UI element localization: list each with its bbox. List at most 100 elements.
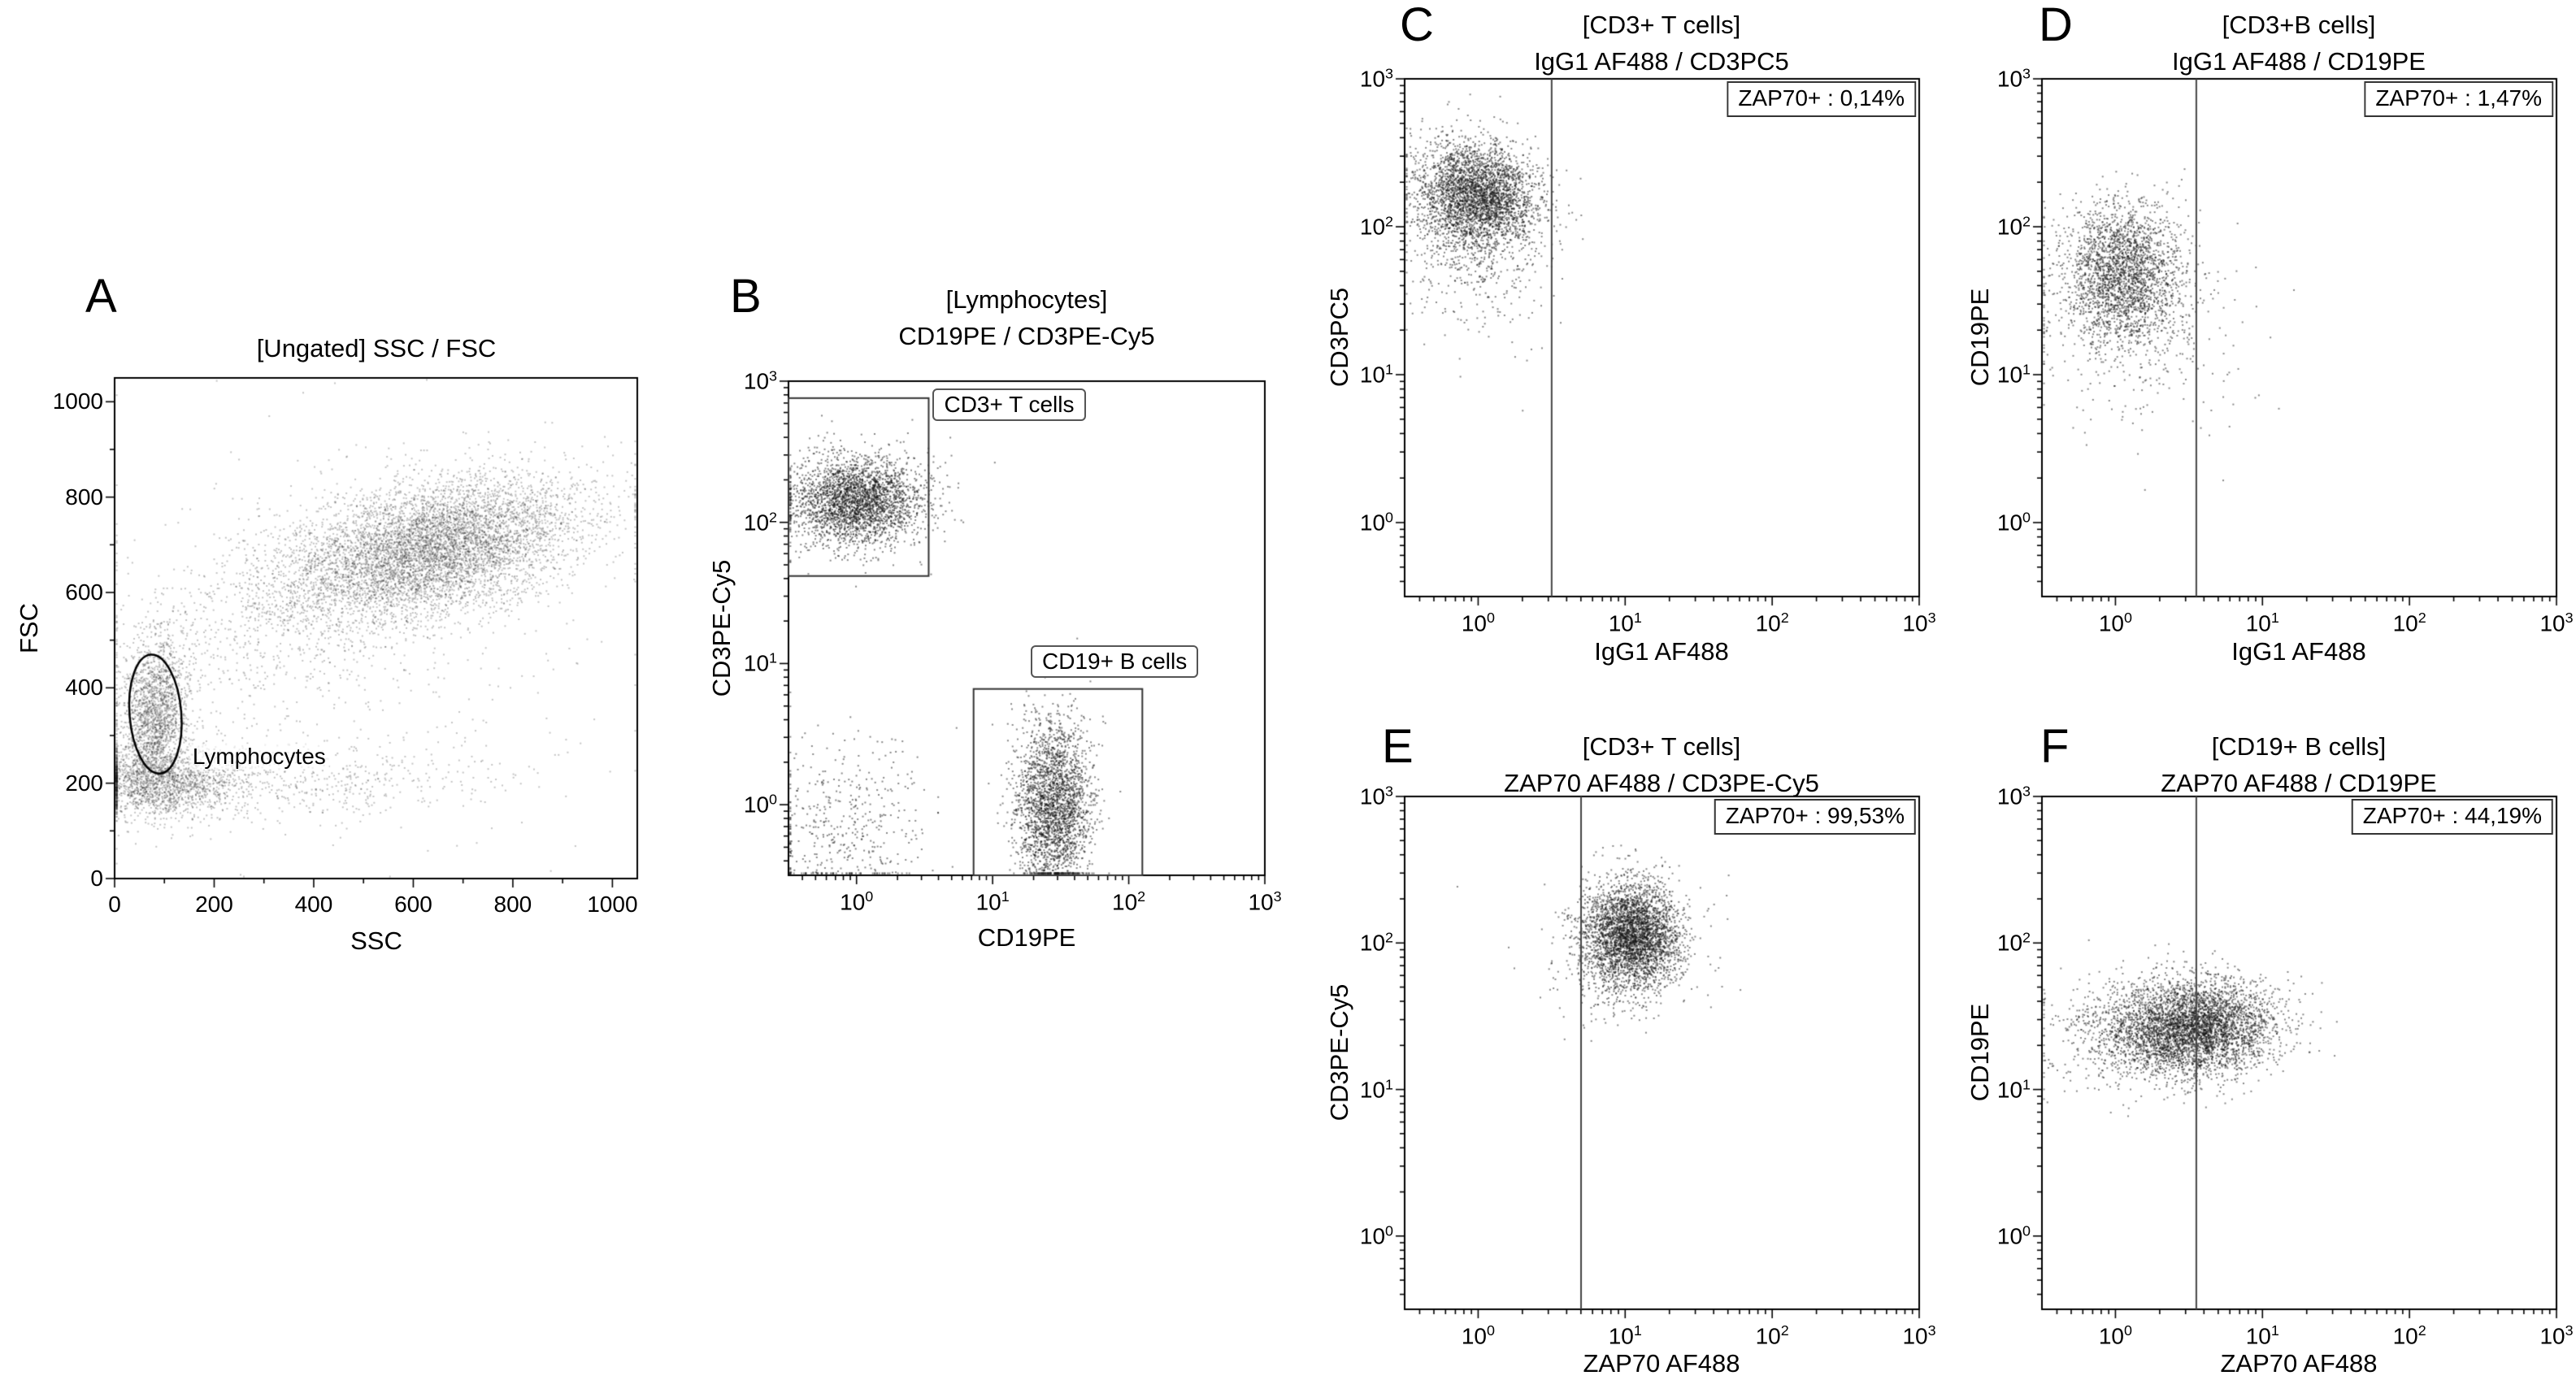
panel-letter-A: A: [85, 270, 117, 323]
y-axis-label-C: CD3PC5: [1325, 287, 1353, 388]
y-tick-label: 102: [1359, 213, 1393, 240]
y-tick-label: 100: [1359, 1222, 1393, 1249]
x-tick-label: 100: [1461, 610, 1495, 636]
panel-title-line: CD19PE / CD3PE-Cy5: [898, 322, 1155, 350]
gate-label: CD19+ B cells: [1031, 644, 1199, 678]
scatter-plot-C: [1390, 77, 1921, 611]
x-axis-label-F: ZAP70 AF488: [2220, 1349, 2378, 1378]
zap70-percentage-E: ZAP70+ : 99,53%: [1714, 799, 1916, 835]
x-tick-label: 102: [1755, 1322, 1789, 1349]
y-axis-label-B: CD3PE-Cy5: [707, 559, 736, 697]
y-tick-label: 200: [65, 770, 103, 796]
panel-letter-D: D: [2039, 0, 2073, 51]
x-tick-label: 100: [2098, 610, 2132, 636]
y-tick-label: 100: [743, 791, 777, 818]
y-tick-label: 100: [1359, 509, 1393, 536]
panel-letter-F: F: [2040, 720, 2070, 773]
gate-label: Lymphocytes: [189, 744, 329, 770]
panel-title-D: [CD3+B cells] IgG1 AF488 / CD19PE: [2172, 7, 2426, 80]
x-tick-label: 102: [2392, 610, 2426, 636]
panel-title-C: [CD3+ T cells] IgG1 AF488 / CD3PC5: [1534, 7, 1789, 80]
y-tick-label: 101: [1996, 361, 2031, 388]
y-axis-label-A: FSC: [15, 603, 43, 653]
y-tick-label: 103: [1359, 65, 1393, 92]
x-tick-label: 1000: [587, 892, 638, 917]
x-tick-label: 102: [1112, 888, 1146, 915]
y-tick-label: 600: [65, 579, 103, 605]
panel-title-line: IgG1 AF488 / CD3PC5: [1534, 47, 1789, 76]
panel-title-line: [CD3+ T cells]: [1582, 11, 1741, 39]
scatter-plot-D: [2027, 77, 2558, 611]
x-tick-label: 600: [394, 892, 432, 917]
y-tick-label: 102: [1996, 929, 2031, 956]
x-tick-label: 200: [195, 892, 233, 917]
x-tick-label: 101: [1608, 610, 1642, 636]
y-axis-label-E: CD3PE-Cy5: [1325, 983, 1353, 1122]
x-tick-label: 102: [2392, 1322, 2426, 1349]
panel-letter-B: B: [730, 270, 762, 323]
x-tick-label: 102: [1755, 610, 1789, 636]
x-axis-label-B: CD19PE: [977, 923, 1076, 952]
x-tick-label: 800: [493, 892, 532, 917]
x-tick-label: 103: [1902, 610, 1936, 636]
y-tick-label: 0: [90, 866, 103, 891]
y-tick-label: 103: [1359, 783, 1393, 809]
y-tick-label: 103: [743, 367, 777, 394]
y-tick-label: 101: [1996, 1075, 2031, 1103]
x-tick-label: 101: [2245, 1322, 2279, 1349]
panel-title-E: [CD3+ T cells] ZAP70 AF488 / CD3PE-Cy5: [1504, 728, 1819, 801]
x-axis-label-C: IgG1 AF488: [1594, 637, 1729, 666]
panel-title-line: ZAP70 AF488 / CD3PE-Cy5: [1504, 769, 1819, 797]
x-axis-label-D: IgG1 AF488: [2231, 637, 2366, 666]
y-tick-label: 103: [1996, 65, 2031, 92]
x-tick-label: 101: [1608, 1322, 1642, 1349]
panel-letter-E: E: [1382, 720, 1414, 773]
y-tick-label: 100: [1996, 1222, 2031, 1249]
x-tick-label: 100: [840, 888, 874, 915]
y-axis-label-D: CD19PE: [1966, 288, 1994, 387]
scatter-plot-E: [1390, 795, 1921, 1324]
x-tick-label: 103: [2539, 610, 2574, 636]
x-axis-label-E: ZAP70 AF488: [1583, 1349, 1740, 1378]
y-tick-label: 101: [1359, 361, 1393, 388]
scatter-plot-B: [774, 380, 1266, 890]
x-tick-label: 400: [294, 892, 333, 917]
panel-title-line: [CD3+ T cells]: [1582, 732, 1741, 761]
y-tick-label: 400: [65, 675, 103, 701]
zap70-percentage-C: ZAP70+ : 0,14%: [1727, 81, 1916, 117]
x-tick-label: 103: [1902, 1322, 1936, 1349]
scatter-plot-A: [100, 376, 639, 893]
x-tick-label: 100: [2098, 1322, 2132, 1349]
gate-label: CD3+ T cells: [932, 388, 1086, 421]
y-tick-label: 100: [1996, 509, 2031, 536]
x-tick-label: 103: [1248, 888, 1282, 915]
y-tick-label: 101: [1359, 1075, 1393, 1103]
panel-title-line: [Lymphocytes]: [945, 285, 1108, 314]
panel-title-line: [CD3+B cells]: [2222, 11, 2376, 39]
panel-title-A: [Ungated] SSC / FSC: [256, 334, 497, 362]
panel-title-B: [Lymphocytes] CD19PE / CD3PE-Cy5: [898, 281, 1154, 354]
panel-title-line: [CD19+ B cells]: [2211, 732, 2387, 761]
panel-letter-C: C: [1400, 0, 1434, 51]
panel-title-line: IgG1 AF488 / CD19PE: [2172, 47, 2426, 76]
y-tick-label: 103: [1996, 783, 2031, 809]
y-tick-label: 800: [65, 484, 103, 510]
y-tick-label: 102: [1996, 213, 2031, 240]
scatter-plot-F: [2027, 795, 2558, 1324]
panel-title-F: [CD19+ B cells] ZAP70 AF488 / CD19PE: [2161, 728, 2436, 801]
x-tick-label: 0: [108, 892, 121, 917]
y-tick-label: 1000: [52, 388, 103, 414]
x-tick-label: 100: [1461, 1322, 1495, 1349]
y-tick-label: 102: [743, 509, 777, 536]
zap70-percentage-D: ZAP70+ : 1,47%: [2364, 81, 2553, 117]
x-tick-label: 101: [975, 888, 1010, 915]
y-axis-label-F: CD19PE: [1966, 1003, 1994, 1102]
x-axis-label-A: SSC: [350, 926, 402, 955]
y-tick-label: 101: [743, 649, 777, 677]
panel-title-line: ZAP70 AF488 / CD19PE: [2161, 769, 2437, 797]
x-tick-label: 103: [2539, 1322, 2574, 1349]
x-tick-label: 101: [2245, 610, 2279, 636]
zap70-percentage-F: ZAP70+ : 44,19%: [2351, 799, 2553, 835]
y-tick-label: 102: [1359, 929, 1393, 956]
